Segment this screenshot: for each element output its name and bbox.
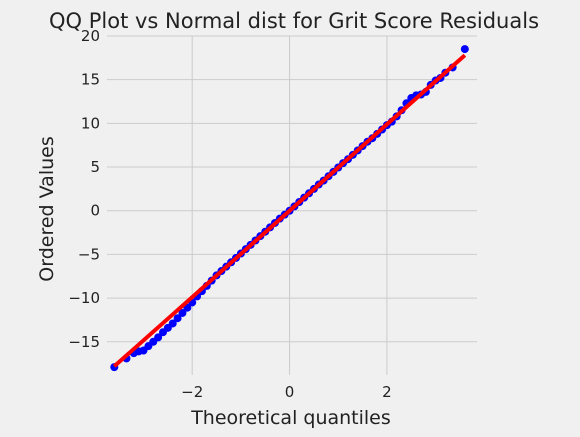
reference-line — [112, 53, 467, 368]
x-tick-label: 2 — [382, 383, 392, 401]
y-tick-label: 5 — [90, 158, 100, 176]
x-tick-label: −2 — [181, 383, 203, 401]
y-tick-label: 10 — [81, 114, 100, 132]
data-point — [154, 333, 163, 342]
y-gridlines — [107, 35, 477, 343]
reference-line-group — [112, 53, 467, 368]
y-tick-label: −5 — [78, 245, 100, 263]
y-tick-label: 20 — [81, 27, 100, 45]
data-point — [168, 319, 177, 328]
y-axis-label: Ordered Values — [36, 136, 58, 281]
x-tick-labels: −2 0 2 — [181, 383, 392, 401]
data-point — [173, 314, 182, 323]
y-tick-label: −10 — [68, 289, 100, 307]
data-point — [178, 308, 187, 317]
x-axis-label: Theoretical quantiles — [190, 407, 391, 429]
chart-title: QQ Plot vs Normal dist for Grit Score Re… — [49, 9, 539, 33]
y-tick-label: 0 — [90, 202, 100, 220]
y-tick-label: 15 — [81, 71, 100, 89]
data-point — [460, 45, 469, 54]
x-tick-label: 0 — [285, 383, 295, 401]
x-gridlines — [191, 36, 388, 375]
y-tick-label: −15 — [68, 333, 100, 351]
y-tick-labels: −15 −10 −5 0 5 10 15 20 — [68, 27, 100, 351]
